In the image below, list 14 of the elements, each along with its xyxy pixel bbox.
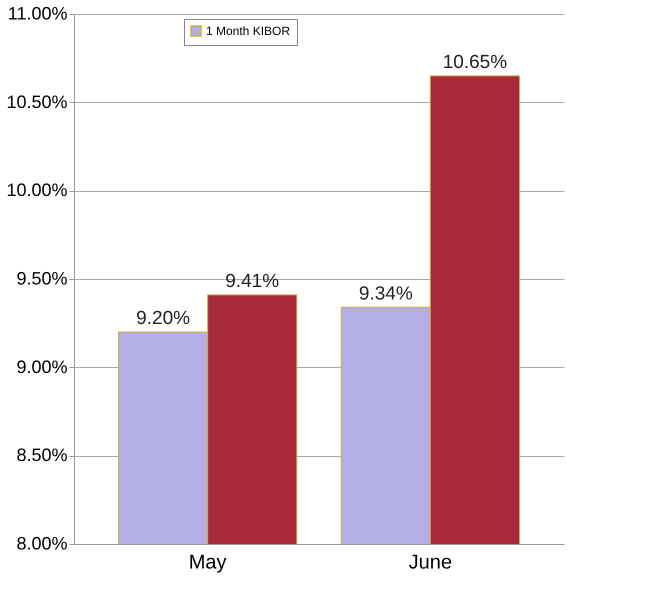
x-tick-label: May: [188, 552, 227, 574]
data-label: 9.34%: [358, 283, 413, 304]
y-tick-label: 8.00%: [16, 534, 68, 554]
y-tick-label: 11.00%: [8, 4, 68, 24]
y-tick-label: 10.50%: [6, 92, 68, 112]
data-label: 9.20%: [136, 308, 190, 329]
x-tick-label: June: [408, 552, 452, 574]
y-tick-label: 10.00%: [6, 180, 68, 200]
data-label: 9.41%: [225, 270, 280, 292]
legend-label: 1 Month KIBOR: [206, 24, 290, 38]
y-tick-label: 8.50%: [16, 445, 68, 466]
y-tick-label: 9.50%: [16, 268, 68, 288]
y-tick-label: 9.00%: [16, 356, 68, 377]
data-label: 10.65%: [442, 52, 508, 73]
